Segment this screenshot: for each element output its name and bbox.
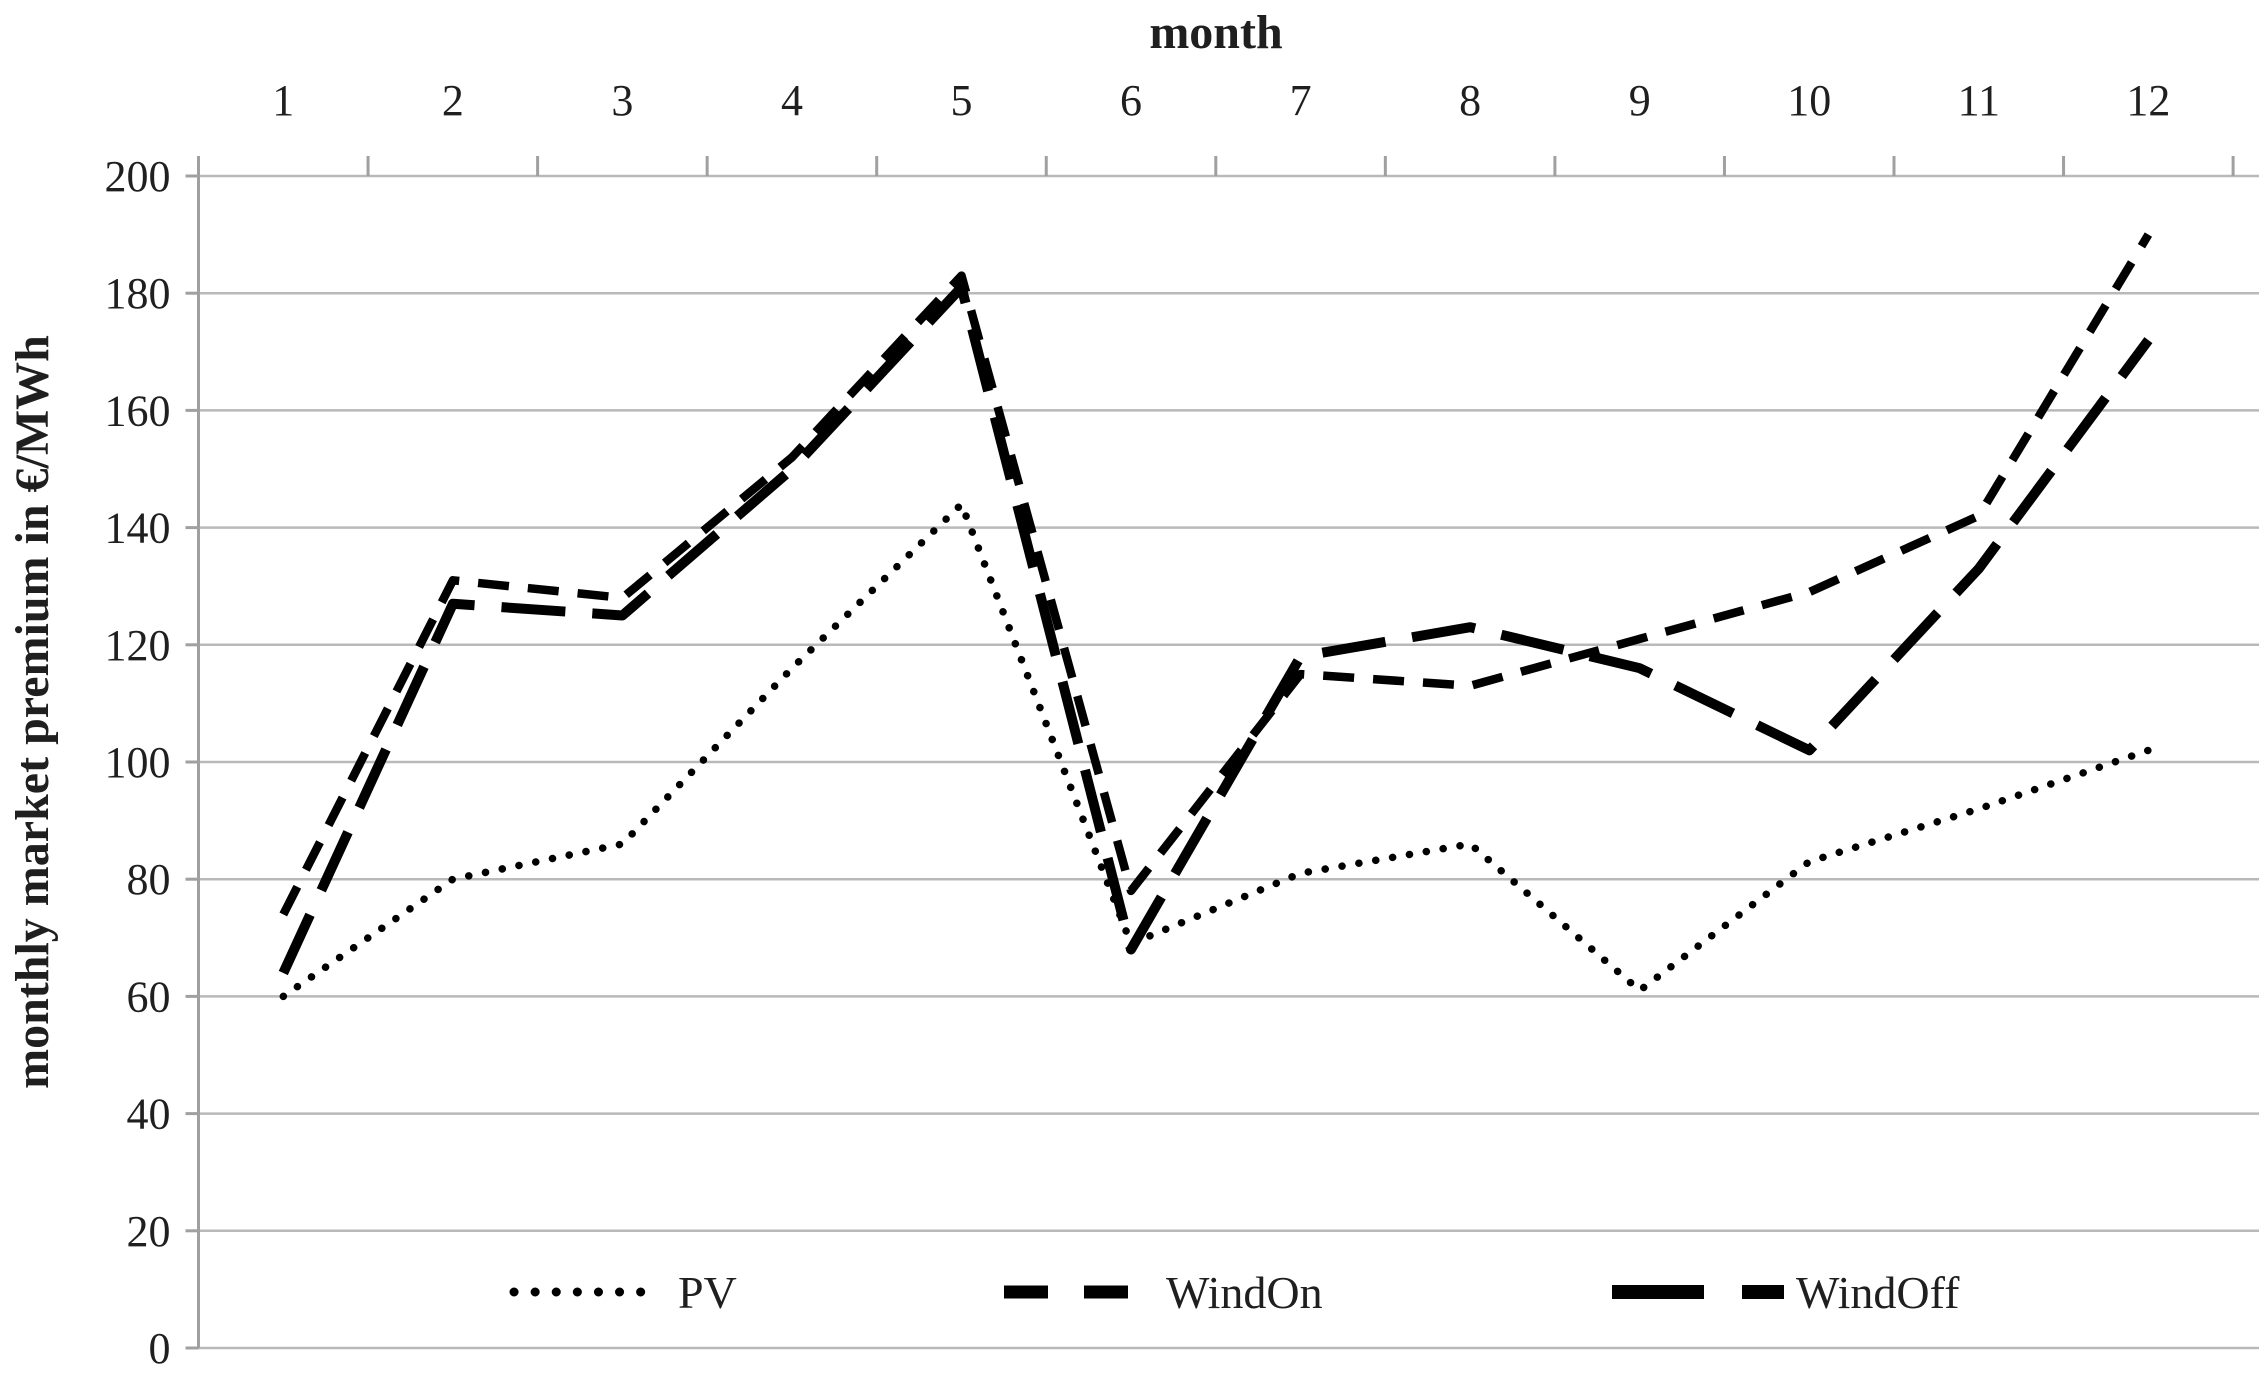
series-line-windon	[279, 232, 2153, 917]
y-tick-label-0: 0	[149, 1324, 171, 1373]
y-tick-labels: 0 20 40 60 80 100 120 140 160 180 200	[105, 152, 171, 1373]
x-tick-label-6: 6	[1120, 76, 1142, 125]
y-tick-label-160: 160	[105, 386, 171, 435]
legend-item-pv: PV	[509, 1267, 737, 1318]
y-tick-label-100: 100	[105, 738, 171, 787]
x-tick-label-2: 2	[442, 76, 464, 125]
y-tick-label-40: 40	[127, 1090, 171, 1139]
x-tick-label-9: 9	[1629, 76, 1651, 125]
x-tick-label-8: 8	[1459, 76, 1481, 125]
legend-item-windoff: WindOff	[1612, 1267, 1960, 1318]
legend: PV WindOn WindOff	[509, 1267, 1960, 1318]
y-tick-label-20: 20	[127, 1207, 171, 1256]
x-tick-label-12: 12	[2126, 76, 2170, 125]
x-tick-label-10: 10	[1787, 76, 1831, 125]
legend-label-windoff: WindOff	[1796, 1267, 1960, 1318]
legend-item-windon: WindOn	[1004, 1267, 1323, 1318]
x-tick-labels: 1 2 3 4 5 6 7 8 9 10 11 12	[272, 76, 2170, 125]
y-tick-label-60: 60	[127, 972, 171, 1021]
x-tick-label-1: 1	[272, 76, 294, 125]
x-tick-label-3: 3	[611, 76, 633, 125]
x-tick-label-5: 5	[951, 76, 973, 125]
axis-tick-marks	[185, 156, 2235, 1350]
y-tick-label-80: 80	[127, 855, 171, 904]
y-tick-label-140: 140	[105, 504, 171, 553]
y-tick-label-180: 180	[105, 269, 171, 318]
series-line-windoff	[278, 282, 2153, 976]
y-axis-title: monthly market premium in €/MWh	[6, 335, 59, 1089]
series-lines	[278, 232, 2153, 1001]
x-tick-label-7: 7	[1290, 76, 1312, 125]
legend-label-pv: PV	[678, 1267, 737, 1318]
legend-label-windon: WindOn	[1166, 1267, 1323, 1318]
x-tick-label-4: 4	[781, 76, 803, 125]
series-line-pv	[279, 500, 2153, 1001]
x-axis-title: month	[1149, 6, 1282, 59]
y-tick-label-120: 120	[105, 621, 171, 670]
y-tick-label-200: 200	[105, 152, 171, 201]
x-tick-label-11: 11	[1958, 76, 2000, 125]
